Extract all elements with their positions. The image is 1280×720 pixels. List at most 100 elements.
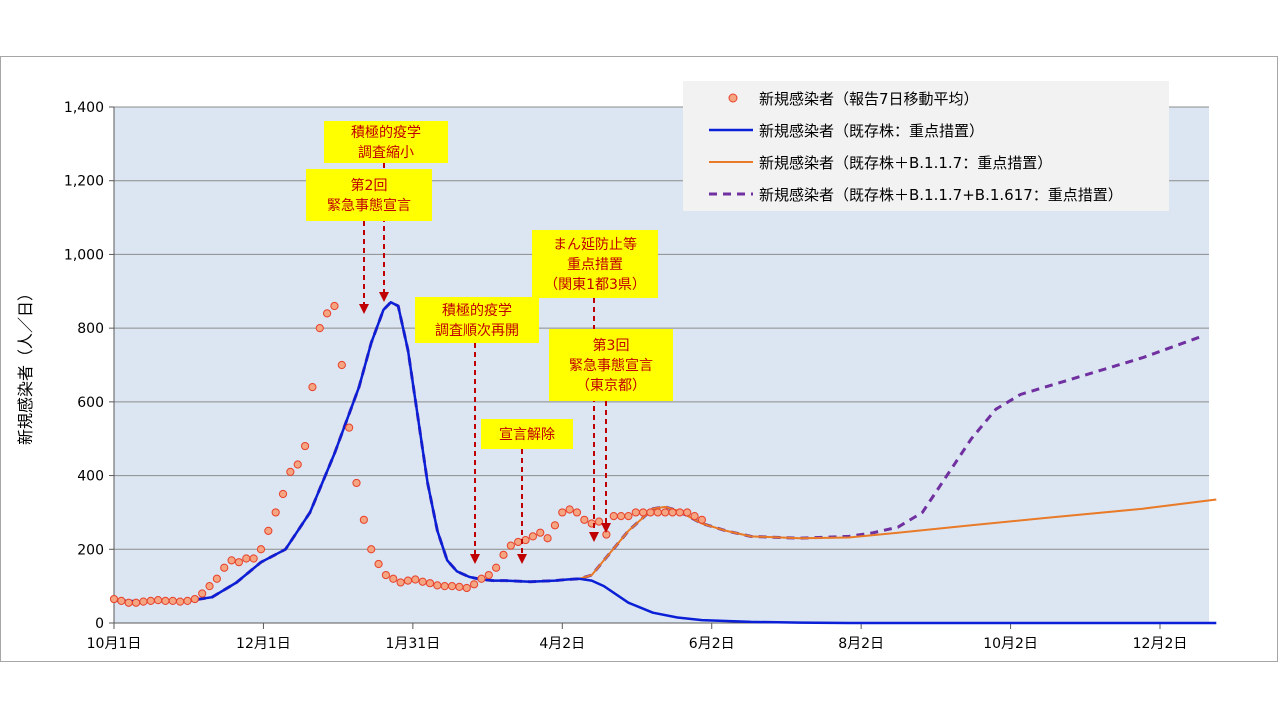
y-tick-label: 1,000 (64, 247, 104, 263)
data-point (403, 576, 413, 585)
data-point (242, 554, 251, 563)
data-point (183, 596, 192, 605)
data-point (264, 526, 273, 535)
data-point (616, 512, 626, 521)
data-point (683, 508, 692, 517)
annotation-text: 積極的疫学 (442, 303, 512, 319)
y-tick-label: 800 (77, 321, 104, 337)
annotation-text: まん延防止等 (553, 236, 637, 253)
data-point (646, 508, 655, 517)
data-point (550, 521, 560, 530)
data-point (543, 534, 552, 543)
data-point (117, 596, 126, 605)
data-point (345, 423, 354, 432)
legend-marker-dots (728, 93, 738, 103)
annotation-arrowhead (379, 292, 389, 302)
data-point (484, 570, 493, 580)
annotation-box (324, 121, 448, 163)
data-point (492, 563, 501, 572)
data-point (470, 580, 479, 589)
legend-box (683, 81, 1169, 211)
data-point (639, 508, 648, 517)
annotation-text: 重点措置 (567, 257, 623, 273)
annotation-text: 宣言解除 (499, 427, 555, 443)
data-point (565, 505, 574, 514)
x-tick-label: 4月2日 (539, 636, 585, 652)
annotation-text: 第3回 (593, 337, 630, 354)
data-point (690, 512, 699, 521)
legend-label: 新規感染者（既存株：重点措置） (759, 122, 984, 140)
x-tick-label: 12月2日 (1133, 636, 1188, 652)
data-point (447, 582, 457, 591)
data-point (168, 596, 177, 605)
data-point (220, 563, 229, 572)
data-point (433, 581, 442, 590)
annotation-arrowhead (359, 304, 369, 314)
y-tick-label: 600 (77, 395, 104, 411)
annotation-text: 調査縮小 (358, 145, 414, 161)
data-point (653, 508, 662, 517)
data-point (190, 594, 199, 604)
annotation-text: 緊急事態宣言 (569, 358, 653, 374)
annotation-box (532, 230, 658, 298)
data-point (572, 508, 582, 517)
data-point (506, 541, 515, 550)
series-line-existing (113, 301, 1217, 625)
y-axis-label: 新規感染者（人／日） (16, 285, 35, 445)
data-point (536, 528, 545, 537)
data-point (198, 589, 207, 598)
data-point (146, 596, 155, 605)
y-tick-label: 1,200 (64, 174, 104, 190)
legend-label: 新規感染者（既存株＋B.1.1.7+B.1.617：重点措置） (759, 186, 1123, 204)
line-chart: 0 200 400 600 800 1,000 1,200 1,400 10月1日 12月1日 1… (16, 81, 1217, 652)
data-point (462, 583, 471, 593)
data-point (594, 517, 604, 526)
data-point (528, 532, 537, 541)
data-point (521, 535, 530, 545)
data-point (153, 596, 163, 605)
annotation-arrowhead (589, 532, 599, 542)
x-tick-label: 12月1日 (236, 636, 291, 652)
data-point (440, 582, 449, 591)
data-point (323, 309, 332, 318)
data-point (227, 556, 236, 565)
legend-label: 新規感染者（既存株＋B.1.1.7：重点措置） (759, 154, 1052, 172)
data-point (249, 554, 258, 563)
data-point (558, 508, 567, 517)
annotation-box (415, 297, 539, 343)
data-point (697, 515, 707, 524)
annotation-box (481, 419, 573, 449)
data-point (661, 508, 670, 517)
chart-frame: 0 200 400 600 800 1,000 1,200 1,400 10月1日 12月1日 1… (0, 56, 1278, 662)
data-point (624, 512, 633, 521)
annotation-text: 積極的疫学 (351, 125, 421, 141)
annotation-arrowhead (470, 554, 480, 564)
x-tick-label: 10月2日 (983, 636, 1038, 652)
data-point (176, 597, 185, 606)
data-point (212, 574, 221, 583)
data-point (124, 598, 133, 607)
data-point (352, 478, 361, 488)
data-point (631, 508, 640, 517)
data-point (234, 558, 244, 567)
data-point (308, 383, 317, 392)
data-point (131, 598, 141, 607)
annotation-text: 第2回 (351, 177, 388, 194)
annotation-box (306, 169, 432, 221)
data-point (381, 570, 391, 580)
data-point (359, 515, 368, 524)
data-point (418, 577, 427, 586)
annotation-text: 調査順次再開 (435, 323, 519, 339)
annotation-text: 緊急事態宣言 (327, 198, 411, 214)
annotation-text: （関東1都3県） (544, 277, 646, 293)
data-point (205, 582, 214, 591)
x-tick-label: 6月2日 (689, 636, 735, 652)
data-point (278, 489, 288, 499)
x-tick-label: 10月1日 (87, 636, 142, 652)
y-tick-label: 400 (77, 469, 104, 485)
data-point (425, 579, 435, 588)
data-point (477, 574, 486, 583)
y-tick-label: 1,400 (64, 100, 104, 116)
data-point (109, 594, 119, 604)
data-point (455, 582, 464, 591)
